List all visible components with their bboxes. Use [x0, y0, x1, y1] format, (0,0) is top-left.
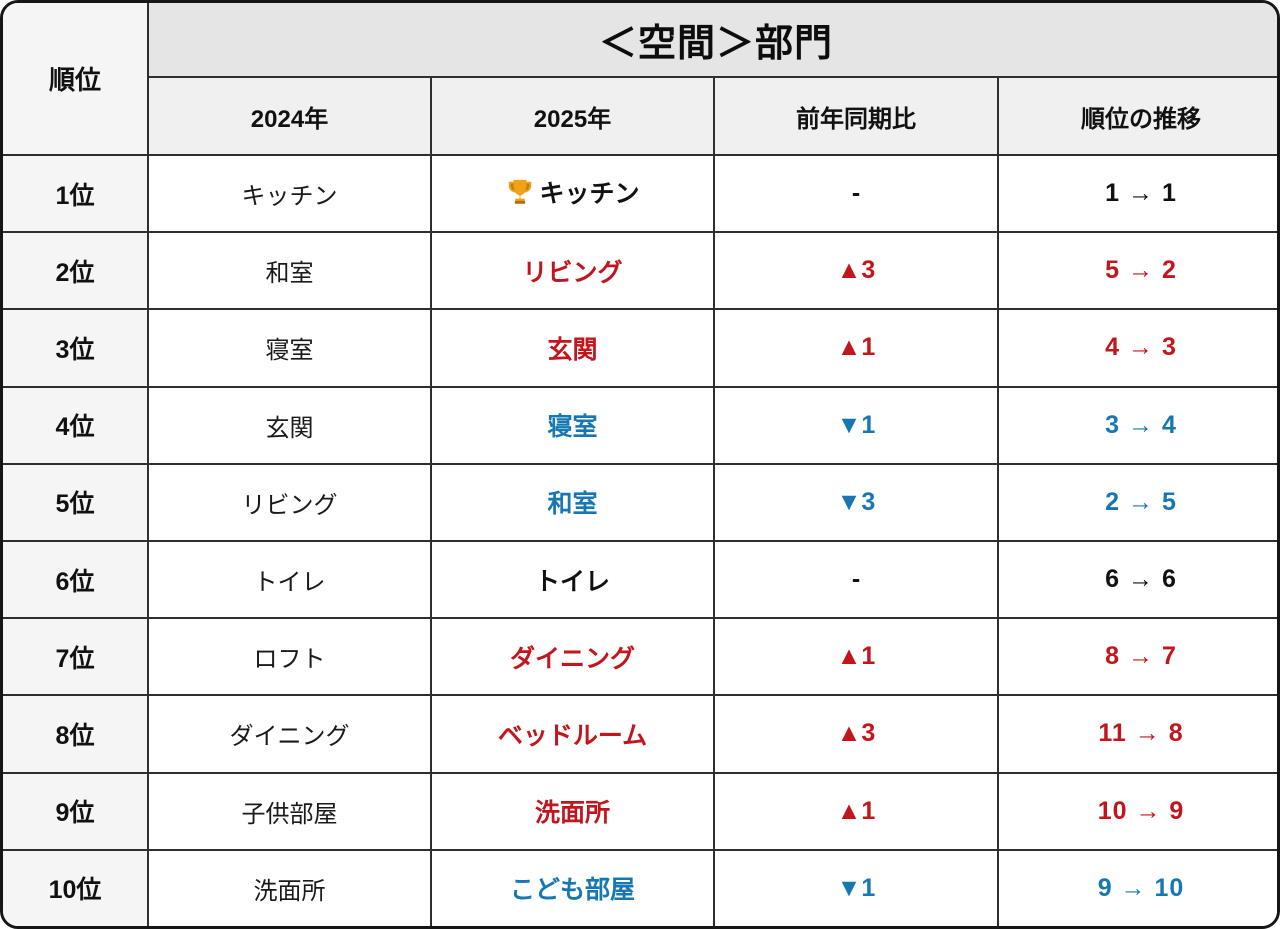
rank-cell: 9位	[3, 771, 149, 851]
table-body: 1位 キッチン キッチン - 1 → 1 2位 和室	[3, 153, 1277, 926]
year-2025-label: 和室	[547, 490, 598, 519]
year-2024-cell: リビング	[147, 462, 432, 542]
year-2024-cell: ロフト	[147, 617, 432, 697]
year-2025-cell: リビング	[430, 231, 715, 311]
rank-cell: 10位	[3, 848, 149, 926]
yoy-cell: -	[713, 153, 999, 234]
year-2024-cell: 和室	[147, 231, 432, 311]
column-header-2024: 2024年	[148, 76, 432, 156]
year-2024-cell: キッチン	[147, 153, 432, 234]
yoy-cell: ▲1	[713, 308, 999, 388]
year-2025-cell: トイレ	[430, 539, 715, 620]
yoy-cell: ▲3	[713, 694, 999, 774]
year-2025-cell: こども部屋	[430, 848, 715, 926]
table-row: 4位 玄関 寝室 ▼1 3 → 4	[3, 385, 1277, 465]
year-2025-cell: 玄関	[430, 308, 715, 388]
column-header-rank-shift: 順位の推移	[996, 76, 1277, 156]
year-2025-label: 洗面所	[534, 799, 610, 828]
rank-column-header: 順位	[3, 3, 149, 156]
rank-shift-cell: 11 → 8	[996, 694, 1277, 774]
column-header-2025: 2025年	[430, 76, 715, 156]
year-2024-cell: トイレ	[147, 539, 432, 620]
rank-cell: 3位	[3, 308, 149, 388]
yoy-cell: ▲1	[713, 617, 999, 697]
year-2025-label: こども部屋	[509, 876, 635, 905]
table-row: 3位 寝室 玄関 ▲1 4 → 3	[3, 308, 1277, 388]
rank-shift-cell: 2 → 5	[996, 462, 1277, 542]
rank-shift-cell: 8 → 7	[996, 617, 1277, 697]
table-row: 1位 キッチン キッチン - 1 → 1	[3, 153, 1277, 234]
table-row: 2位 和室 リビング ▲3 5 → 2	[3, 231, 1277, 311]
yoy-cell: ▼1	[713, 848, 999, 926]
year-2025-label: キッチン	[539, 179, 640, 208]
year-2025-label: ベッドルーム	[497, 721, 648, 750]
yoy-cell: ▲1	[713, 771, 999, 851]
rank-shift-cell: 3 → 4	[996, 385, 1277, 465]
rank-shift-cell: 4 → 3	[996, 308, 1277, 388]
space-ranking-table: 順位 ＜空間＞部門 2024年 2025年 前年同期比 順位の推移 1位 キッチ…	[3, 3, 1277, 926]
rank-cell: 4位	[3, 385, 149, 465]
rank-shift-cell: 5 → 2	[996, 231, 1277, 311]
year-2024-cell: 玄関	[147, 385, 432, 465]
year-2025-cell: ベッドルーム	[430, 694, 715, 774]
rank-cell: 6位	[3, 539, 149, 620]
table-row: 8位 ダイニング ベッドルーム ▲3 11 → 8	[3, 694, 1277, 774]
yoy-cell: -	[713, 539, 999, 620]
yoy-cell: ▲3	[713, 231, 999, 311]
column-header-yoy: 前年同期比	[713, 76, 999, 156]
table-title: ＜空間＞部門	[146, 3, 1277, 78]
year-2025-label: 玄関	[547, 335, 598, 364]
rank-cell: 1位	[3, 153, 149, 234]
year-2025-cell: ダイニング	[430, 617, 715, 697]
rank-shift-cell: 1 → 1	[996, 153, 1277, 234]
table-row: 5位 リビング 和室 ▼3 2 → 5	[3, 462, 1277, 542]
trophy-icon	[505, 177, 535, 207]
table-row: 6位 トイレ トイレ - 6 → 6	[3, 539, 1277, 620]
year-2024-cell: 寝室	[147, 308, 432, 388]
yoy-cell: ▼1	[713, 385, 999, 465]
year-2025-label: 寝室	[547, 413, 598, 442]
table-row: 7位 ロフト ダイニング ▲1 8 → 7	[3, 617, 1277, 697]
year-2025-cell: 洗面所	[430, 771, 715, 851]
rank-shift-cell: 6 → 6	[996, 539, 1277, 620]
yoy-cell: ▼3	[713, 462, 999, 542]
year-2025-cell: キッチン	[430, 153, 715, 234]
year-2025-label: ダイニング	[509, 644, 635, 673]
year-2025-label: トイレ	[534, 567, 610, 596]
rank-shift-cell: 9 → 10	[996, 848, 1277, 926]
rank-shift-cell: 10 → 9	[996, 771, 1277, 851]
year-2024-cell: 子供部屋	[147, 771, 432, 851]
year-2025-label: リビング	[522, 258, 623, 287]
table-row: 10位 洗面所 こども部屋 ▼1 9 → 10	[3, 848, 1277, 926]
rank-cell: 8位	[3, 694, 149, 774]
table-row: 9位 子供部屋 洗面所 ▲1 10 → 9	[3, 771, 1277, 851]
year-2024-cell: 洗面所	[147, 848, 432, 926]
rank-cell: 5位	[3, 462, 149, 542]
rank-cell: 2位	[3, 231, 149, 311]
year-2024-cell: ダイニング	[147, 694, 432, 774]
year-2025-cell: 和室	[430, 462, 715, 542]
year-2025-cell: 寝室	[430, 385, 715, 465]
rank-cell: 7位	[3, 617, 149, 697]
